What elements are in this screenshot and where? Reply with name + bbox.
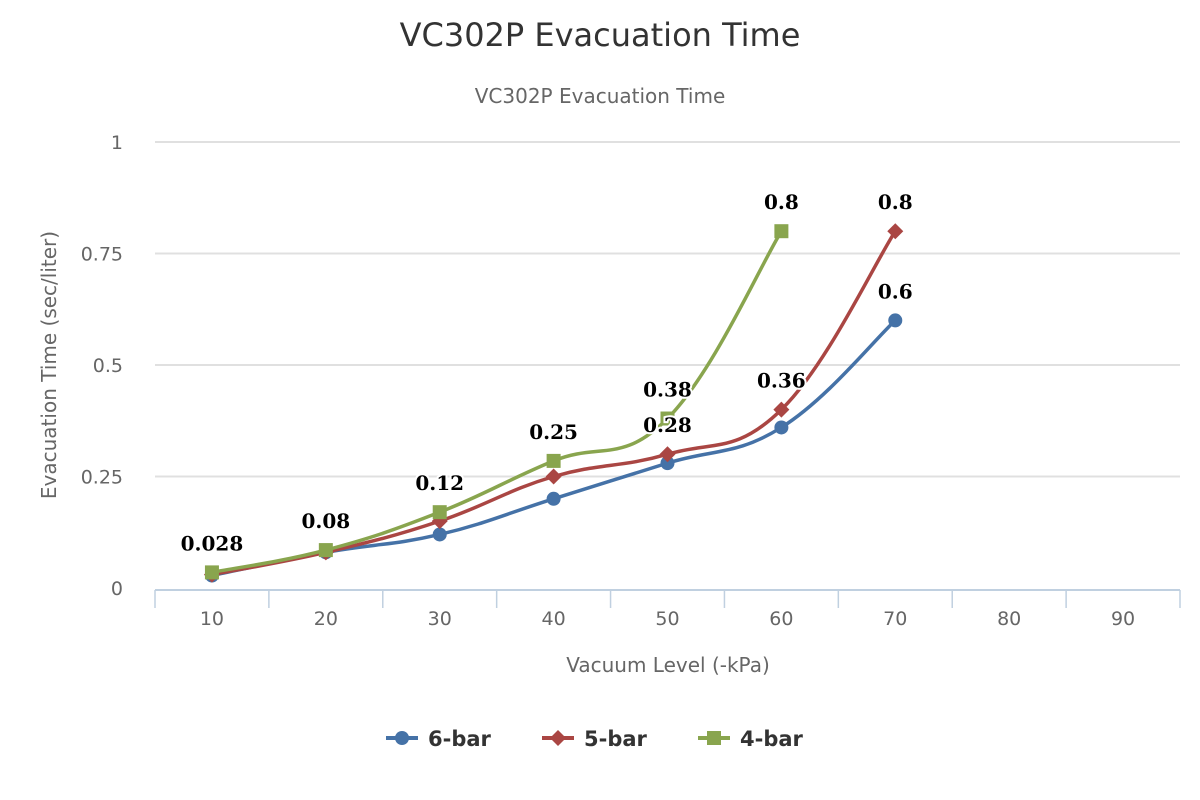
data-point: [204, 565, 219, 580]
data-label: 0.8: [878, 190, 913, 214]
data-point: [318, 543, 333, 558]
data-label: 0.25: [529, 420, 578, 444]
y-axis-title: Evacuation Time (sec/liter): [37, 231, 61, 499]
data-label: 0.8: [764, 190, 799, 214]
series-line: [211, 319, 897, 578]
legend-marker: [550, 730, 566, 746]
x-tick-label: 10: [200, 608, 224, 630]
y-tick-label: 0.75: [81, 244, 123, 266]
data-label: 0.38: [643, 378, 692, 402]
data-point: [774, 420, 789, 435]
legend-label: 6-bar: [428, 727, 492, 751]
x-tick-label: 80: [997, 608, 1021, 630]
x-tick-label: 40: [542, 608, 566, 630]
data-point: [660, 456, 675, 471]
data-label: 0.36: [757, 369, 806, 393]
data-point: [660, 411, 675, 426]
y-tick-label: 0.5: [93, 355, 123, 377]
data-point: [545, 468, 562, 485]
data-label: 0.08: [301, 509, 350, 533]
series-4-bar: [204, 224, 789, 580]
x-tick-label: 30: [428, 608, 452, 630]
legend-marker: [707, 731, 721, 745]
data-point: [659, 446, 676, 463]
data-point: [888, 313, 903, 328]
x-tick-label: 60: [769, 608, 793, 630]
series-6-bar: [204, 313, 903, 583]
data-point: [432, 527, 447, 542]
legend-label: 4-bar: [740, 727, 804, 751]
y-tick-label: 1: [111, 132, 123, 154]
legend-item[interactable]: 6-bar: [386, 727, 492, 751]
data-point: [546, 491, 561, 506]
y-tick-label: 0: [111, 578, 123, 600]
data-point: [887, 223, 904, 240]
data-label: 0.12: [415, 471, 464, 495]
y-tick-label: 0.25: [81, 467, 123, 489]
legend-label: 5-bar: [584, 727, 648, 751]
data-label: 0.028: [181, 531, 244, 555]
data-point: [773, 401, 790, 418]
chart-subtitle: VC302P Evacuation Time: [475, 84, 726, 108]
legend-item[interactable]: 4-bar: [698, 727, 804, 751]
x-tick-label: 20: [314, 608, 338, 630]
x-axis-title: Vacuum Level (-kPa): [566, 653, 770, 677]
legend-marker: [395, 731, 409, 745]
chart-title: VC302P Evacuation Time: [400, 16, 801, 54]
x-tick-label: 50: [655, 608, 679, 630]
data-point: [546, 453, 561, 468]
x-tick-label: 90: [1111, 608, 1135, 630]
data-point: [774, 224, 789, 239]
data-point: [432, 505, 447, 520]
x-tick-label: 70: [883, 608, 907, 630]
series-line: [211, 230, 783, 575]
legend-item[interactable]: 5-bar: [542, 727, 648, 751]
data-label: 0.6: [878, 279, 913, 303]
data-label: 0.28: [643, 413, 692, 437]
